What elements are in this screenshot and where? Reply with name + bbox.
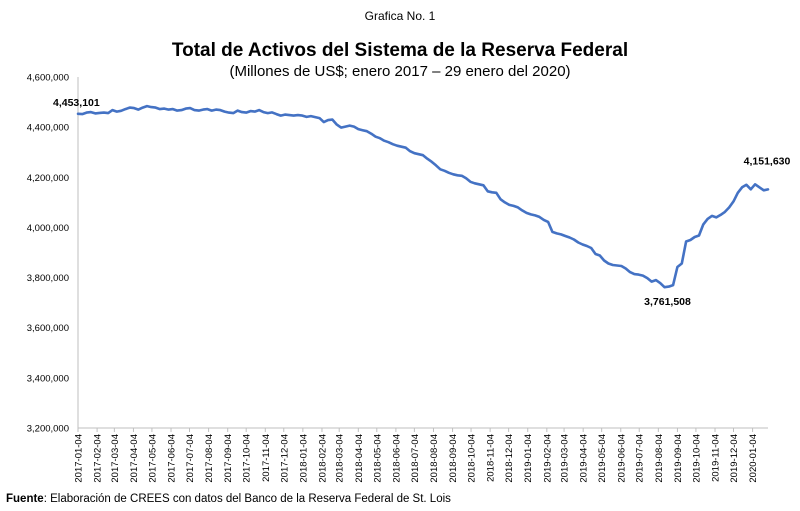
x-tick-label: 2019-03-04	[560, 434, 571, 483]
y-tick-label: 4,200,000	[27, 173, 69, 184]
source-text: : Elaboración de CREES con datos del Ban…	[43, 493, 451, 505]
series-line	[76, 104, 770, 289]
x-tick-label: 2019-11-04	[711, 434, 722, 482]
x-tick-label: 2019-08-04	[654, 434, 665, 483]
x-tick-label: 2019-02-04	[542, 434, 553, 483]
x-tick-label: 2018-06-04	[391, 434, 402, 483]
x-tick-label: 2018-12-04	[504, 434, 515, 483]
y-tick-label: 3,600,000	[27, 323, 69, 334]
y-tick-label: 3,400,000	[27, 373, 69, 384]
x-tick-label: 2017-04-04	[129, 434, 140, 483]
data-label: 4,453,101	[53, 97, 100, 109]
x-tick-label: 2019-12-04	[729, 434, 740, 483]
x-tick-label: 2019-01-04	[523, 434, 534, 483]
x-tick-label: 2019-10-04	[691, 434, 702, 483]
x-tick-label: 2018-05-04	[372, 434, 383, 483]
y-tick-label: 4,400,000	[27, 123, 69, 134]
x-tick-label: 2017-06-04	[167, 434, 178, 483]
chart-subtitle: (Millones de US$; enero 2017 – 29 enero …	[229, 63, 571, 80]
x-tick-label: 2017-12-04	[279, 434, 290, 483]
x-tick-label: 2017-02-04	[93, 434, 104, 483]
x-tick-label: 2018-01-04	[298, 434, 309, 483]
data-label: 3,761,508	[644, 296, 691, 308]
x-tick-label: 2019-05-04	[597, 434, 608, 483]
x-tick-label: 2017-03-04	[110, 434, 121, 483]
x-tick-label: 2018-02-04	[317, 434, 328, 483]
x-tick-label: 2018-08-04	[429, 434, 440, 483]
y-tick-label: 4,600,000	[27, 73, 69, 84]
x-tick-label: 2019-09-04	[673, 434, 684, 483]
x-tick-label: 2017-01-04	[74, 434, 85, 483]
y-tick-label: 3,800,000	[27, 273, 69, 284]
x-tick-label: 2017-10-04	[242, 434, 253, 483]
x-tick-label: 2019-04-04	[579, 434, 590, 483]
source-label: Fuente	[6, 493, 44, 505]
data-label: 4,151,630	[744, 155, 791, 167]
x-tick-label: 2017-09-04	[223, 434, 234, 483]
x-tick-label: 2020-01-04	[748, 434, 759, 483]
x-tick-label: 2019-07-04	[635, 434, 646, 483]
x-tick-label: 2019-06-04	[616, 434, 627, 483]
x-tick-label: 2017-11-04	[261, 434, 272, 482]
x-tick-label: 2018-04-04	[354, 434, 365, 483]
x-tick-label: 2017-05-04	[147, 434, 158, 483]
x-tick-label: 2018-11-04	[486, 434, 497, 482]
x-tick-label: 2018-09-04	[448, 434, 459, 483]
x-tick-label: 2017-07-04	[185, 434, 196, 483]
x-tick-label: 2018-10-04	[467, 434, 478, 483]
source-note: Fuente: Elaboración de CREES con datos d…	[6, 493, 451, 505]
figure-caption: Grafica No. 1	[364, 9, 436, 23]
x-tick-label: 2018-03-04	[335, 434, 346, 483]
chart-title: Total de Activos del Sistema de la Reser…	[171, 40, 629, 61]
y-tick-label: 3,200,000	[27, 424, 69, 435]
x-tick-label: 2018-07-04	[410, 434, 421, 483]
y-tick-label: 4,000,000	[27, 223, 69, 234]
x-tick-label: 2017-08-04	[204, 434, 215, 483]
